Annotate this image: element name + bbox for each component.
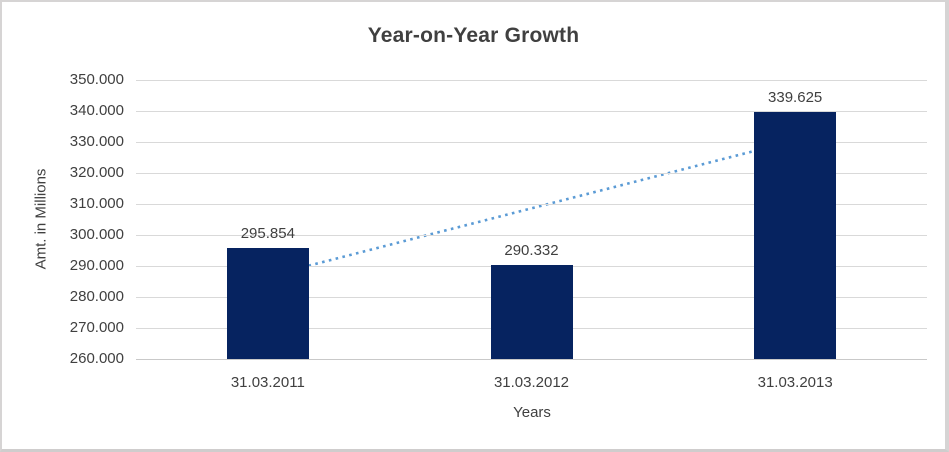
gridline <box>136 173 927 174</box>
y-tick-label: 270.000 <box>69 319 124 336</box>
gridline <box>136 142 927 143</box>
plot-area <box>136 80 927 360</box>
gridline <box>136 235 927 236</box>
x-tick-label: 31.03.2013 <box>757 374 833 391</box>
data-label: 339.625 <box>768 89 823 107</box>
data-label: 290.332 <box>504 241 559 259</box>
y-tick-label: 300.000 <box>69 226 124 243</box>
y-tick-label: 310.000 <box>69 195 124 212</box>
gridline <box>136 80 927 81</box>
y-tick-label: 350.000 <box>69 71 124 88</box>
x-axis-title: Years <box>513 404 551 421</box>
bar-31.03.2012 <box>490 264 573 359</box>
x-tick-label: 31.03.2012 <box>493 374 570 391</box>
bar-31.03.2011 <box>226 247 309 359</box>
y-tick-label: 340.000 <box>69 102 124 119</box>
y-tick-label: 280.000 <box>69 288 124 305</box>
y-tick-label: 320.000 <box>69 164 124 181</box>
data-label: 295.854 <box>240 224 295 242</box>
x-tick-label: 31.03.2011 <box>230 374 305 391</box>
y-axis-title: Amt. in Millions <box>32 168 50 270</box>
y-tick-label: 260.000 <box>69 350 124 367</box>
gridline <box>136 204 927 205</box>
x-axis-line <box>136 359 927 360</box>
gridline <box>136 111 927 112</box>
y-tick-label: 330.000 <box>69 133 124 150</box>
chart-title: Year-on-Year Growth <box>367 24 580 47</box>
y-tick-label: 290.000 <box>69 257 124 274</box>
bar-31.03.2013 <box>754 112 837 359</box>
